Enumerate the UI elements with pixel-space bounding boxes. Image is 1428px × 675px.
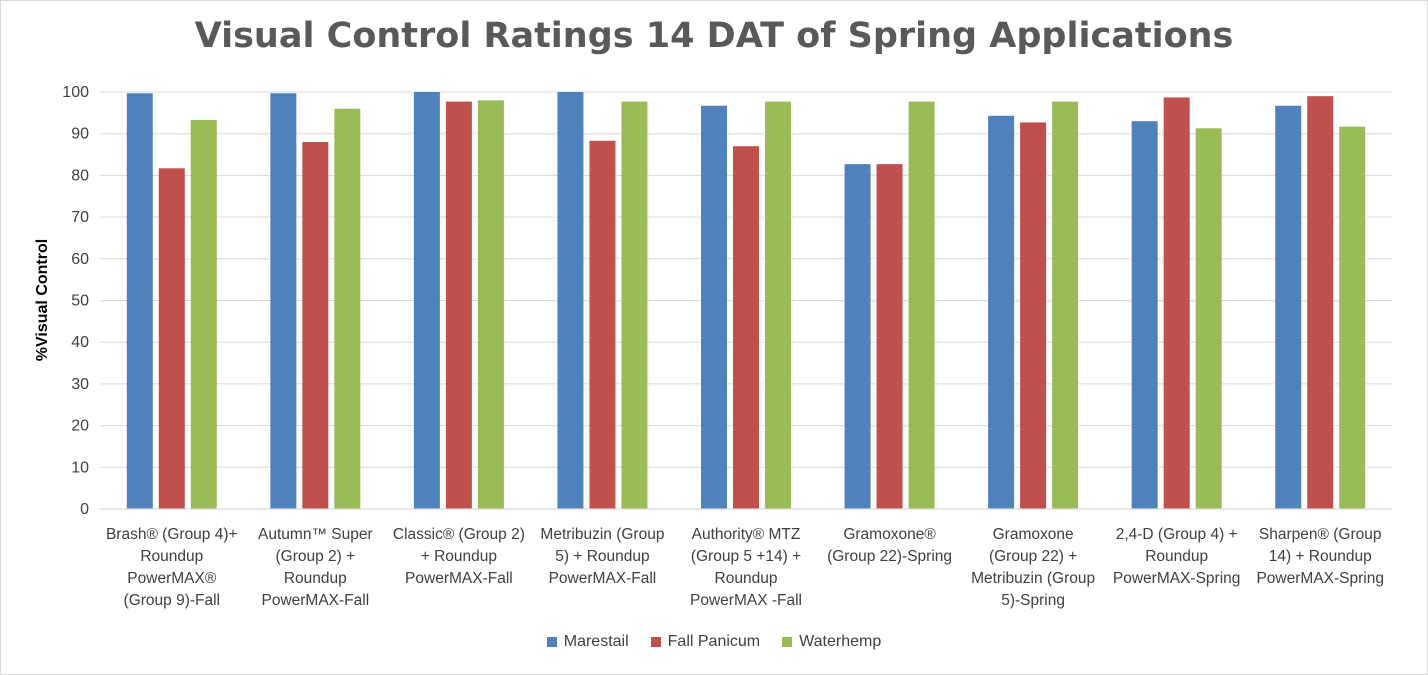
bar-marestail bbox=[270, 93, 297, 509]
legend-label-fall-panicum: Fall Panicum bbox=[667, 633, 761, 650]
bar-marestail bbox=[988, 115, 1015, 510]
bar-fall-panicum bbox=[158, 168, 185, 509]
x-tick-label-line: 5) + Roundup bbox=[555, 548, 649, 565]
x-tick-label: Autumn™ Super (Group 2) + Roundup PowerMAX-… bbox=[258, 526, 373, 609]
y-axis-label: %Visual Control bbox=[34, 238, 51, 362]
x-tick-label: Gramoxone® (Group 22)-Spring bbox=[827, 526, 952, 565]
x-tick-label-line: Brash® (Group 4)+ bbox=[106, 526, 238, 543]
x-tick-label-line: + Roundup bbox=[421, 548, 497, 565]
y-tick-label: 20 bbox=[71, 418, 89, 435]
x-tick-label-line: 2,4-D (Group 4) + bbox=[1116, 526, 1238, 543]
y-tick-label: 80 bbox=[71, 167, 89, 184]
x-tick-label-line: Sharpen® (Group bbox=[1259, 526, 1382, 543]
legend-label-marestail: Marestail bbox=[563, 633, 629, 650]
y-tick-label: 40 bbox=[71, 334, 89, 351]
bar-fall-panicum bbox=[1163, 97, 1190, 510]
legend-item-marestail: Marestail bbox=[546, 633, 629, 651]
legend-label-waterhemp: Waterhemp bbox=[799, 633, 882, 650]
x-tick-label-line: Roundup bbox=[715, 570, 778, 587]
bar-waterhemp bbox=[765, 101, 791, 509]
x-tick-label: Brash® (Group 4)+ Roundup PowerMAX® (Group … bbox=[106, 526, 238, 609]
bar-marestail bbox=[1275, 105, 1302, 510]
x-tick-label-line: PowerMAX® bbox=[127, 570, 217, 587]
y-tick-label: 30 bbox=[71, 376, 89, 393]
chart-title: Visual Control Ratings 14 DAT of Spring … bbox=[194, 16, 1234, 56]
x-tick-label: Metribuzin (Group 5) + Roundup PowerMAX-Fa… bbox=[540, 526, 664, 587]
bar-waterhemp bbox=[1339, 126, 1366, 510]
bar-fall-panicum bbox=[589, 140, 616, 509]
bar-fall-panicum bbox=[733, 146, 759, 509]
x-tick-label-line: (Group 22) + bbox=[989, 548, 1077, 565]
bar-waterhemp bbox=[1052, 101, 1079, 509]
x-tick-label: Authority® MTZ (Group 5 +14) + Roundup Powe… bbox=[690, 526, 802, 609]
y-tick-label: 10 bbox=[71, 459, 89, 476]
bar-fall-panicum bbox=[302, 142, 329, 510]
bar-marestail bbox=[844, 164, 871, 510]
x-tick-label-line: PowerMAX-Fall bbox=[405, 570, 513, 587]
bars bbox=[126, 92, 1366, 510]
legend: Marestail Fall Panicum Waterhemp bbox=[0, 633, 1428, 651]
x-tick-label: 2,4-D (Group 4) + Roundup PowerMAX-Spring bbox=[1113, 526, 1241, 587]
legend-swatch-fall-panicum bbox=[650, 637, 661, 647]
x-tick-label-line: (Group 9)-Fall bbox=[124, 592, 220, 609]
y-tick-label: 0 bbox=[80, 501, 89, 518]
bar-fall-panicum bbox=[1307, 96, 1334, 510]
bar-waterhemp bbox=[908, 101, 935, 509]
x-tick-label: Sharpen® (Group 14) + Roundup PowerMAX-Spr… bbox=[1256, 526, 1384, 587]
y-tick-label: 100 bbox=[62, 84, 89, 101]
bar-fall-panicum bbox=[1020, 122, 1047, 509]
bar-marestail bbox=[557, 92, 584, 509]
x-tick-label-line: Roundup bbox=[140, 548, 203, 565]
x-tick-label-line: Metribuzin (Group bbox=[540, 526, 664, 543]
y-tick-label: 70 bbox=[71, 209, 89, 226]
x-tick-label-line: Autumn™ Super bbox=[258, 526, 373, 543]
x-tick-label-line: PowerMAX -Fall bbox=[690, 592, 802, 609]
bar-waterhemp bbox=[477, 100, 504, 509]
bar-waterhemp bbox=[334, 108, 361, 510]
legend-swatch-marestail bbox=[546, 637, 557, 647]
tick-labels: 0 10 20 30 40 50 60 70 80 90 100 Brash® (Group 4)+ R… bbox=[62, 84, 1384, 609]
x-tick-label-line: Gramoxone bbox=[993, 526, 1074, 543]
x-tick-label-line: Roundup bbox=[284, 570, 347, 587]
x-tick-label-line: PowerMAX-Fall bbox=[261, 592, 369, 609]
x-tick-label-line: (Group 22)-Spring bbox=[827, 548, 952, 565]
x-tick-label-line: 14) + Roundup bbox=[1269, 548, 1372, 565]
x-tick-label-line: PowerMAX-Spring bbox=[1113, 570, 1241, 587]
x-tick-label-line: PowerMAX-Fall bbox=[549, 570, 657, 587]
bar-fall-panicum bbox=[876, 164, 903, 510]
x-tick-label-line: Roundup bbox=[1145, 548, 1208, 565]
bar-marestail bbox=[701, 105, 727, 510]
legend-swatch-waterhemp bbox=[782, 637, 793, 647]
x-tick-label-line: PowerMAX-Spring bbox=[1256, 570, 1384, 587]
y-tick-label: 60 bbox=[71, 251, 89, 268]
bar-waterhemp bbox=[621, 101, 648, 509]
y-tick-label: 90 bbox=[71, 126, 89, 143]
x-tick-label-line: Classic® (Group 2) bbox=[393, 526, 525, 543]
bar-waterhemp bbox=[190, 119, 217, 510]
y-tick-label: 50 bbox=[71, 293, 89, 310]
bar-fall-panicum bbox=[445, 101, 472, 509]
x-tick-label-line: Metribuzin (Group bbox=[971, 570, 1095, 587]
bar-marestail bbox=[126, 93, 153, 509]
x-tick-label-line: (Group 2) + bbox=[275, 548, 355, 565]
x-tick-label: Classic® (Group 2) + Roundup PowerMAX-Fall bbox=[393, 526, 525, 587]
legend-item-waterhemp: Waterhemp bbox=[782, 633, 881, 651]
x-tick-label-line: (Group 5 +14) + bbox=[691, 548, 801, 565]
legend-item-fall-panicum: Fall Panicum bbox=[650, 633, 761, 651]
bar-marestail bbox=[1131, 121, 1158, 509]
x-tick-label: Gramoxone (Group 22) + Metribuzin (Group 5)… bbox=[971, 526, 1095, 609]
x-tick-label-line: Gramoxone® bbox=[843, 526, 936, 543]
bar-waterhemp bbox=[1195, 128, 1222, 510]
bar-marestail bbox=[413, 92, 440, 509]
x-tick-label-line: Authority® MTZ bbox=[692, 526, 801, 543]
x-tick-label-line: 5)-Spring bbox=[1001, 592, 1065, 609]
